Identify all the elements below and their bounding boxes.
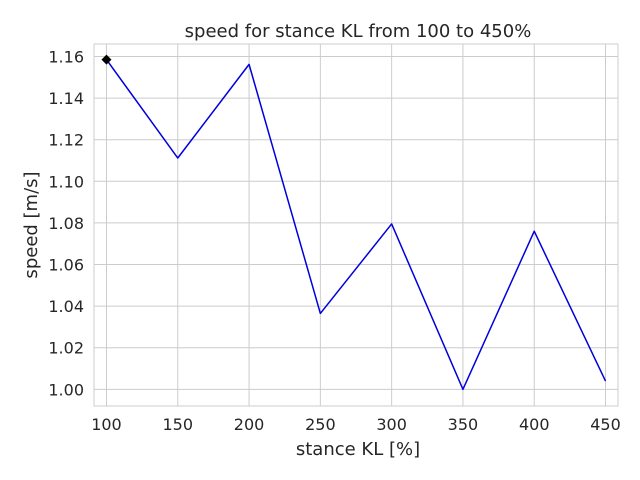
x-tick-label: 250 [305, 415, 336, 434]
x-tick-label: 400 [519, 415, 550, 434]
x-tick-label: 450 [590, 415, 621, 434]
y-tick-labels: 1.00 1.02 1.04 1.06 1.08 1.10 1.12 1.14 1.16 [48, 47, 84, 399]
chart-title: speed for stance KL from 100 to 450% [185, 21, 532, 42]
x-axis-title: stance KL [%] [296, 439, 420, 460]
x-tick-label: 150 [162, 415, 193, 434]
y-tick-label: 1.00 [48, 380, 84, 399]
y-tick-label: 1.04 [48, 297, 84, 316]
highlight-marker [101, 54, 112, 65]
x-tick-label: 300 [376, 415, 407, 434]
x-tick-label: 200 [234, 415, 265, 434]
y-tick-label: 1.16 [48, 47, 84, 66]
series-line [105, 59, 607, 391]
y-tick-label: 1.02 [48, 339, 84, 358]
y-tick-label: 1.06 [48, 256, 84, 275]
x-tick-label: 100 [91, 415, 122, 434]
y-tick-label: 1.08 [48, 214, 84, 233]
y-tick-label: 1.12 [48, 131, 84, 150]
y-tick-label: 1.10 [48, 172, 84, 191]
y-tick-label: 1.14 [48, 89, 84, 108]
grid [94, 44, 618, 406]
series-group [101, 54, 607, 391]
plot-frame [93, 43, 619, 407]
x-tick-label: 350 [448, 415, 479, 434]
x-tick-labels: 100 150 200 250 300 350 400 450 [91, 415, 621, 434]
y-axis-title: speed [m/s] [21, 171, 42, 278]
